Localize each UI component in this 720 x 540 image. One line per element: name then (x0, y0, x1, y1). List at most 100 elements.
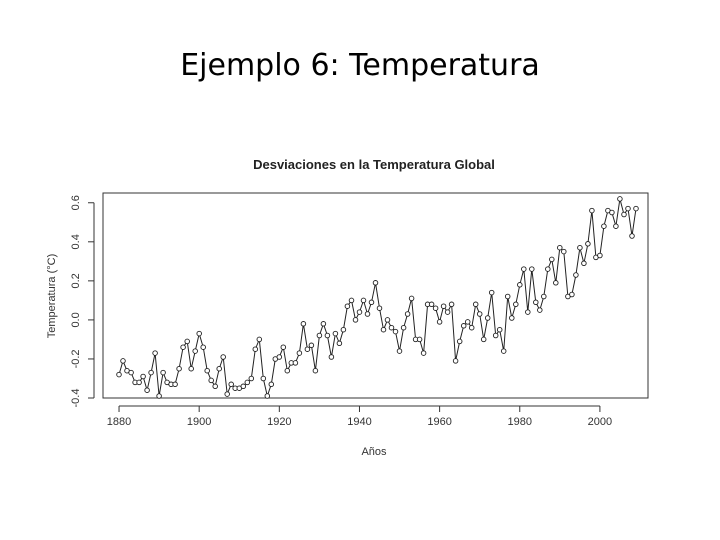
data-point (356, 309, 363, 315)
data-point (504, 293, 511, 300)
data-point (625, 205, 631, 212)
x-tick-label: 1940 (347, 416, 371, 428)
x-axis: 1880 1900 1920 1940 1960 1980 2000 (107, 405, 612, 428)
data-point (452, 358, 459, 364)
x-tick-label: 1900 (187, 416, 211, 428)
data-point (545, 266, 551, 272)
x-tick-label: 1960 (427, 416, 451, 428)
data-point (372, 280, 379, 286)
data-point (484, 315, 491, 321)
data-point (224, 391, 230, 397)
data-point (340, 326, 347, 333)
data-point (384, 317, 391, 323)
data-point (248, 375, 255, 382)
data-point (581, 260, 587, 267)
data-point (192, 348, 198, 354)
data-point (629, 233, 635, 239)
data-point (360, 297, 367, 304)
data-point (316, 332, 323, 339)
data-point (120, 358, 126, 364)
data-point (284, 367, 291, 374)
data-point (304, 346, 311, 352)
data-point (136, 379, 142, 386)
data-point (240, 383, 247, 390)
y-tick-label: 0.6 (70, 195, 82, 210)
data-point (500, 348, 507, 354)
data-point (549, 256, 555, 263)
data-point (336, 340, 343, 347)
data-point (296, 350, 303, 356)
data-point (184, 338, 190, 345)
data-point (352, 317, 359, 323)
data-point (521, 266, 527, 272)
data-point (456, 338, 463, 345)
data-point (264, 393, 271, 399)
data-point (128, 369, 134, 376)
data-point (220, 354, 226, 360)
y-axis-label: Temperatura (°C) (46, 254, 58, 338)
data-point (464, 319, 471, 325)
data-point (525, 309, 531, 315)
data-point (320, 321, 327, 327)
data-point (172, 381, 178, 388)
data-point (408, 295, 415, 302)
y-tick-label: 0.4 (70, 234, 82, 249)
data-point (300, 321, 307, 327)
data-point (196, 330, 202, 337)
data-point (436, 319, 443, 325)
data-point (585, 241, 591, 247)
data-point (420, 350, 427, 356)
data-point (601, 223, 607, 229)
data-point (256, 336, 263, 343)
data-point (348, 297, 355, 304)
data-point (617, 196, 623, 202)
data-point (388, 324, 395, 331)
data-point (440, 303, 447, 309)
data-point (492, 332, 499, 339)
data-point (276, 354, 283, 360)
data-point (577, 244, 583, 251)
data-point (488, 289, 495, 296)
data-point (292, 360, 299, 366)
data-point (364, 311, 371, 317)
data-point (517, 282, 523, 288)
x-tick-label: 1920 (267, 416, 291, 428)
data-point (432, 305, 439, 311)
data-point (589, 207, 595, 214)
data-point (480, 336, 487, 343)
data-point (180, 344, 186, 350)
data-point (597, 252, 603, 259)
data-point (404, 311, 411, 317)
data-point (392, 328, 399, 335)
data-point (252, 346, 259, 352)
data-point (633, 205, 639, 212)
data-point (140, 373, 146, 380)
data-points (116, 196, 639, 399)
y-tick-label: 0.2 (70, 273, 82, 288)
data-point (116, 371, 122, 378)
data-point (621, 211, 627, 218)
slide-title: Ejemplo 6: Temperatura (180, 48, 540, 83)
data-point (476, 311, 483, 317)
x-tick-label: 2000 (588, 416, 612, 428)
data-point (144, 387, 150, 393)
data-point (344, 303, 351, 309)
data-point (561, 248, 567, 255)
data-point (212, 383, 218, 390)
data-point (280, 344, 287, 350)
plot-frame (102, 192, 649, 399)
data-point (613, 223, 619, 229)
chart-title: Desviaciones en la Temperatura Global (253, 157, 495, 172)
data-point (332, 330, 339, 337)
data-point (569, 291, 575, 298)
data-point (216, 365, 222, 372)
data-point (533, 299, 539, 306)
data-point (541, 293, 547, 300)
data-point (609, 209, 615, 216)
data-point (400, 324, 407, 331)
x-axis-label: Años (361, 446, 387, 458)
x-tick-label: 1980 (508, 416, 532, 428)
y-tick-label: 0.0 (70, 312, 82, 327)
data-point (460, 323, 467, 329)
data-point (448, 301, 455, 308)
